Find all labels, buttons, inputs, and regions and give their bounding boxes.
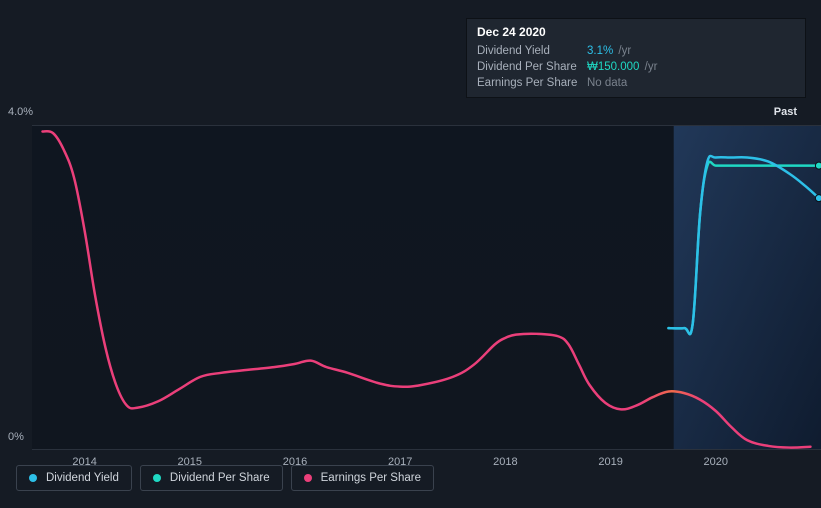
tooltip-row: Dividend Yield3.1% /yr bbox=[467, 43, 805, 59]
chart-plot bbox=[32, 125, 821, 450]
tooltip-label: Earnings Per Share bbox=[477, 77, 587, 89]
legend-label: Earnings Per Share bbox=[321, 472, 421, 484]
x-tick-label: 2020 bbox=[704, 456, 728, 468]
legend-item[interactable]: Dividend Yield bbox=[16, 465, 132, 491]
legend-item[interactable]: Earnings Per Share bbox=[291, 465, 434, 491]
y-tick-label: 4.0% bbox=[8, 106, 33, 118]
tooltip-date: Dec 24 2020 bbox=[467, 19, 805, 43]
legend-dot bbox=[153, 474, 161, 482]
tooltip-value: 3.1% /yr bbox=[587, 45, 631, 57]
past-label: Past bbox=[774, 106, 797, 118]
chart-tooltip: Dec 24 2020 Dividend Yield3.1% /yrDivide… bbox=[466, 18, 806, 98]
chart-area: Past bbox=[16, 100, 805, 450]
x-tick-label: 2018 bbox=[493, 456, 517, 468]
x-tick-label: 2019 bbox=[598, 456, 622, 468]
legend-item[interactable]: Dividend Per Share bbox=[140, 465, 283, 491]
tooltip-label: Dividend Per Share bbox=[477, 61, 587, 73]
legend-label: Dividend Yield bbox=[46, 472, 119, 484]
tooltip-label: Dividend Yield bbox=[477, 45, 587, 57]
tooltip-row: Earnings Per ShareNo data bbox=[467, 75, 805, 97]
tooltip-value: ₩150.000 /yr bbox=[587, 61, 657, 73]
legend-dot bbox=[29, 474, 37, 482]
legend-dot bbox=[304, 474, 312, 482]
legend-label: Dividend Per Share bbox=[170, 472, 270, 484]
y-tick-label: 0% bbox=[8, 431, 24, 443]
tooltip-row: Dividend Per Share₩150.000 /yr bbox=[467, 59, 805, 75]
chart-legend: Dividend Yield Dividend Per Share Earnings… bbox=[16, 465, 434, 491]
tooltip-value: No data bbox=[587, 77, 627, 89]
